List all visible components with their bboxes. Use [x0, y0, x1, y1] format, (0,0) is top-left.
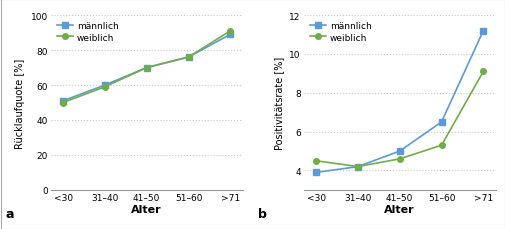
Y-axis label: Rücklaufquote [%]: Rücklaufquote [%]	[15, 58, 25, 148]
Line: männlich: männlich	[60, 33, 233, 104]
weiblich	[185, 56, 191, 59]
männlich	[60, 100, 66, 103]
männlich	[143, 67, 149, 70]
weiblich	[227, 30, 233, 33]
männlich	[102, 84, 108, 87]
weiblich	[60, 102, 66, 104]
X-axis label: Alter: Alter	[131, 204, 162, 215]
männlich	[438, 121, 444, 124]
X-axis label: Alter: Alter	[384, 204, 414, 215]
männlich	[227, 34, 233, 37]
männlich	[185, 56, 191, 59]
weiblich	[102, 86, 108, 89]
weiblich	[354, 166, 360, 168]
weiblich	[438, 144, 444, 147]
männlich	[396, 150, 402, 153]
männlich	[354, 166, 360, 168]
Legend: männlich, weiblich: männlich, weiblich	[308, 21, 373, 44]
Line: männlich: männlich	[313, 29, 485, 175]
Line: weiblich: weiblich	[60, 29, 233, 106]
Y-axis label: Positivitätsrate [%]: Positivitätsrate [%]	[273, 57, 283, 150]
weiblich	[143, 67, 149, 70]
weiblich	[396, 158, 402, 161]
männlich	[313, 171, 319, 174]
Text: a: a	[5, 207, 14, 220]
weiblich	[313, 160, 319, 162]
Legend: männlich, weiblich: männlich, weiblich	[55, 21, 120, 44]
Line: weiblich: weiblich	[313, 69, 485, 170]
männlich	[479, 30, 485, 33]
Text: b: b	[258, 207, 267, 220]
weiblich	[479, 71, 485, 74]
